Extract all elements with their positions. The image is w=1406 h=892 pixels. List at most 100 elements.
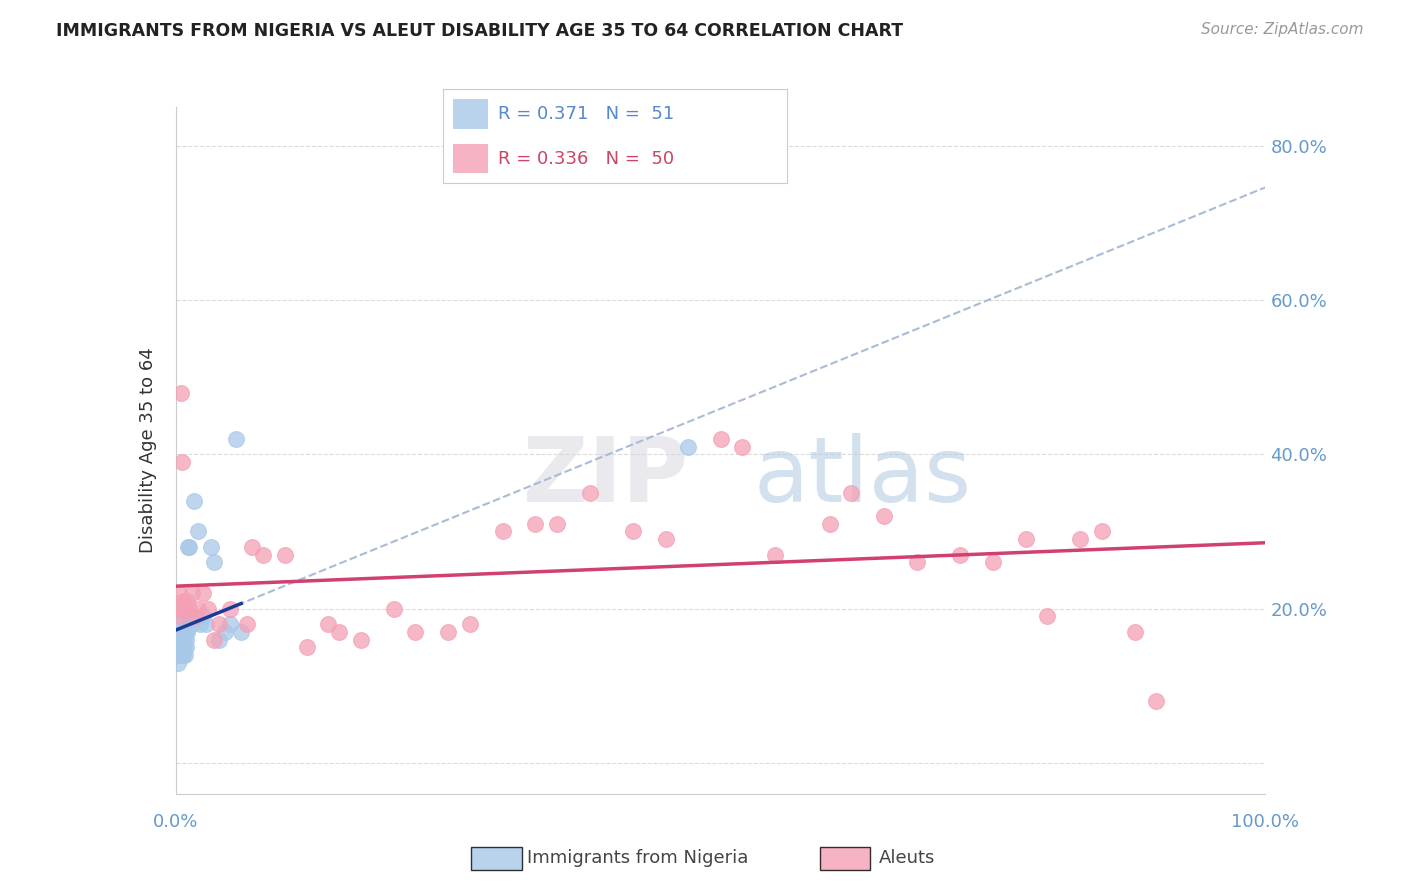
Point <box>524 516 547 531</box>
Point <box>621 524 644 539</box>
Point <box>172 594 194 608</box>
Point <box>169 632 191 647</box>
Point <box>166 640 188 655</box>
Point <box>191 609 214 624</box>
Point <box>176 617 198 632</box>
Text: Source: ZipAtlas.com: Source: ZipAtlas.com <box>1201 22 1364 37</box>
Point <box>200 540 222 554</box>
Point <box>177 601 200 615</box>
Point <box>166 640 188 655</box>
Point <box>437 624 460 639</box>
Text: Aleuts: Aleuts <box>879 849 935 867</box>
Point <box>405 624 427 639</box>
Point <box>1036 609 1059 624</box>
Point <box>169 640 191 655</box>
Point <box>183 493 205 508</box>
Point <box>191 586 214 600</box>
Point <box>169 648 191 662</box>
Point <box>295 640 318 655</box>
Point <box>202 555 225 569</box>
Y-axis label: Disability Age 35 to 64: Disability Age 35 to 64 <box>139 348 157 553</box>
Point <box>181 586 204 600</box>
Text: atlas: atlas <box>754 434 972 522</box>
Point <box>170 632 193 647</box>
Point <box>252 548 274 562</box>
Point <box>208 617 231 632</box>
Point <box>173 624 195 639</box>
Point <box>350 632 373 647</box>
Point <box>174 624 197 639</box>
Point <box>818 516 841 531</box>
Point <box>318 617 340 632</box>
Point <box>166 648 188 662</box>
Point <box>179 609 201 624</box>
Text: R = 0.371   N =  51: R = 0.371 N = 51 <box>498 104 675 122</box>
Point <box>1015 532 1038 546</box>
Point <box>235 617 257 632</box>
Point <box>174 648 197 662</box>
Point <box>167 640 190 655</box>
Text: 0.0%: 0.0% <box>153 814 198 831</box>
Point <box>274 548 297 562</box>
Point <box>240 540 263 554</box>
Point <box>169 640 191 655</box>
Point <box>328 624 350 639</box>
Point <box>231 624 253 639</box>
Point <box>382 601 405 615</box>
Point <box>763 548 786 562</box>
Point <box>167 632 190 647</box>
Point <box>167 617 190 632</box>
Point <box>170 624 193 639</box>
Point <box>186 524 209 539</box>
Point <box>1069 532 1091 546</box>
Point <box>981 555 1004 569</box>
Point <box>1146 694 1168 708</box>
Point <box>173 640 195 655</box>
Point <box>169 609 191 624</box>
Point <box>710 432 733 446</box>
Point <box>208 632 231 647</box>
Point <box>172 632 194 647</box>
Point <box>172 455 194 469</box>
Point <box>655 532 678 546</box>
Point <box>172 632 194 647</box>
Point <box>219 601 242 615</box>
Point <box>176 594 198 608</box>
Text: ZIP: ZIP <box>523 434 688 522</box>
Text: Immigrants from Nigeria: Immigrants from Nigeria <box>527 849 748 867</box>
Point <box>225 432 247 446</box>
Point <box>176 624 198 639</box>
Point <box>458 617 481 632</box>
Point <box>195 617 218 632</box>
Bar <box>453 144 488 173</box>
Point <box>219 617 242 632</box>
Text: IMMIGRANTS FROM NIGERIA VS ALEUT DISABILITY AGE 35 TO 64 CORRELATION CHART: IMMIGRANTS FROM NIGERIA VS ALEUT DISABIL… <box>56 22 904 40</box>
Point <box>873 509 896 524</box>
Point <box>167 624 190 639</box>
Point <box>905 555 928 569</box>
Point <box>202 632 225 647</box>
Point <box>172 648 194 662</box>
Point <box>546 516 568 531</box>
Point <box>166 648 188 662</box>
Point <box>173 632 195 647</box>
Point <box>172 640 194 655</box>
Point <box>676 440 699 454</box>
Point <box>188 617 211 632</box>
Point <box>579 486 602 500</box>
Point <box>949 548 972 562</box>
Point <box>167 632 190 647</box>
Point <box>170 648 193 662</box>
Bar <box>453 98 488 128</box>
Point <box>167 586 190 600</box>
Point <box>214 624 236 639</box>
Text: 100.0%: 100.0% <box>1232 814 1299 831</box>
Point <box>841 486 863 500</box>
Point <box>170 648 193 662</box>
Point <box>1091 524 1114 539</box>
Point <box>177 540 200 554</box>
Point <box>1123 624 1146 639</box>
Point <box>186 601 209 615</box>
Point <box>177 540 200 554</box>
Point <box>173 601 195 615</box>
